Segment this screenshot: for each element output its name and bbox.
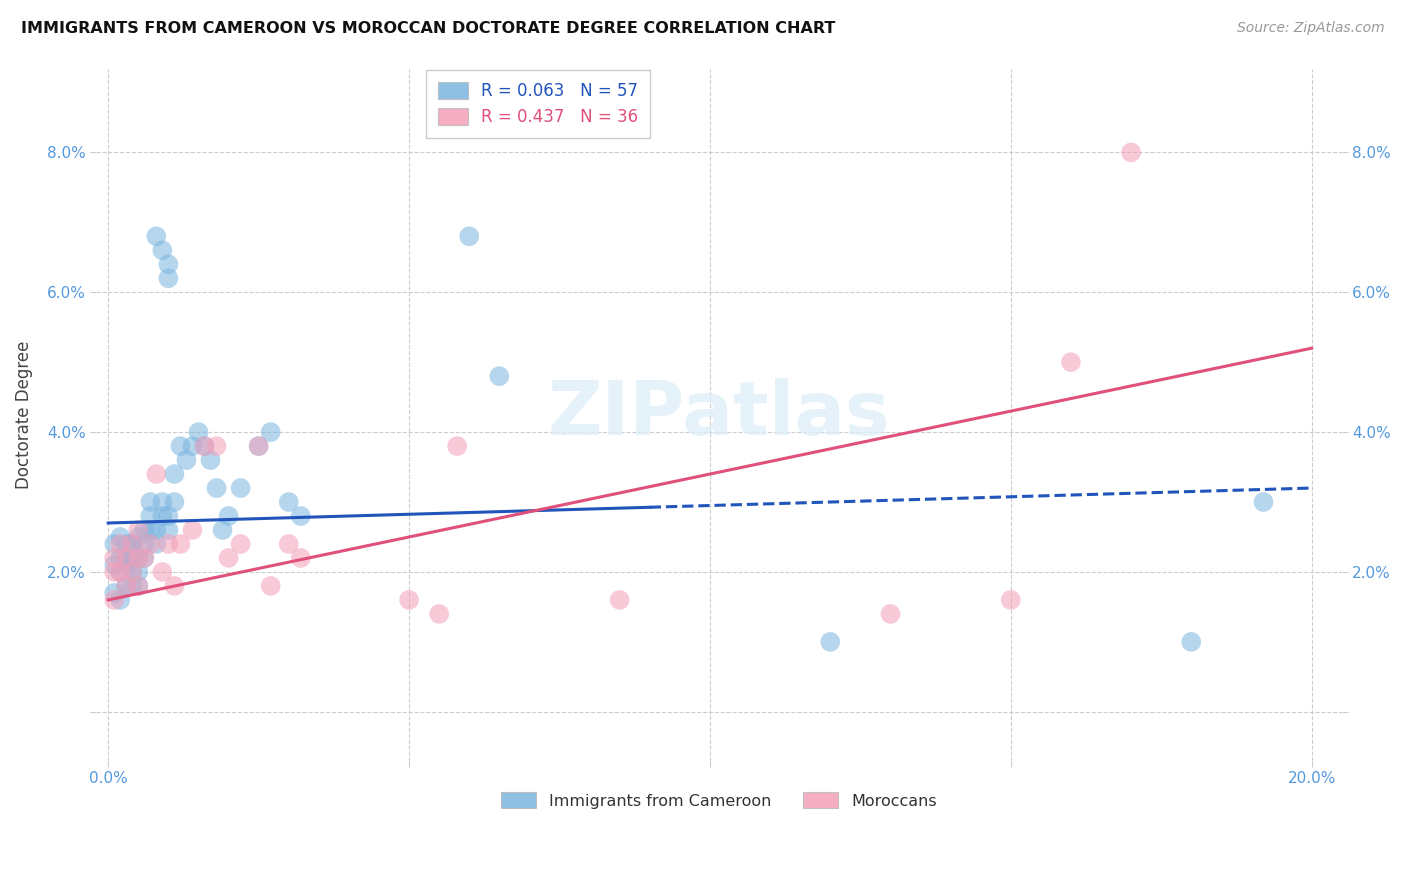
Point: [127, 565, 149, 579]
Point: [157, 537, 180, 551]
Point: [229, 481, 252, 495]
Point: [127, 551, 149, 566]
Point: [121, 565, 143, 579]
Point: [145, 523, 167, 537]
Point: [139, 508, 162, 523]
Point: [193, 439, 215, 453]
Point: [1060, 355, 1083, 369]
Point: [145, 537, 167, 551]
Point: [121, 537, 143, 551]
Point: [139, 537, 162, 551]
Point: [110, 565, 132, 579]
Point: [218, 508, 240, 523]
Point: [157, 523, 180, 537]
Point: [115, 579, 138, 593]
Point: [181, 439, 204, 453]
Point: [169, 537, 191, 551]
Point: [110, 593, 132, 607]
Point: [157, 508, 180, 523]
Point: [139, 523, 162, 537]
Point: [145, 467, 167, 481]
Point: [150, 244, 173, 258]
Legend: Immigrants from Cameroon, Moroccans: Immigrants from Cameroon, Moroccans: [495, 786, 943, 815]
Point: [103, 558, 125, 572]
Point: [115, 551, 138, 566]
Text: ZIPatlas: ZIPatlas: [547, 378, 890, 451]
Point: [134, 551, 156, 566]
Point: [150, 565, 173, 579]
Point: [121, 565, 143, 579]
Point: [103, 593, 125, 607]
Point: [205, 439, 228, 453]
Point: [1000, 593, 1022, 607]
Point: [127, 551, 149, 566]
Point: [488, 369, 510, 384]
Point: [127, 523, 149, 537]
Point: [169, 439, 191, 453]
Text: IMMIGRANTS FROM CAMEROON VS MOROCCAN DOCTORATE DEGREE CORRELATION CHART: IMMIGRANTS FROM CAMEROON VS MOROCCAN DOC…: [21, 21, 835, 36]
Point: [103, 565, 125, 579]
Point: [1119, 145, 1142, 160]
Point: [134, 537, 156, 551]
Point: [1180, 635, 1202, 649]
Point: [211, 523, 233, 537]
Point: [110, 537, 132, 551]
Point: [150, 495, 173, 509]
Point: [134, 551, 156, 566]
Point: [110, 565, 132, 579]
Point: [205, 481, 228, 495]
Point: [290, 508, 312, 523]
Point: [110, 530, 132, 544]
Point: [115, 579, 138, 593]
Point: [446, 439, 468, 453]
Point: [163, 495, 186, 509]
Point: [127, 579, 149, 593]
Point: [103, 551, 125, 566]
Point: [103, 537, 125, 551]
Point: [290, 551, 312, 566]
Y-axis label: Doctorate Degree: Doctorate Degree: [15, 341, 32, 489]
Point: [879, 607, 901, 621]
Point: [163, 467, 186, 481]
Point: [229, 537, 252, 551]
Point: [127, 579, 149, 593]
Point: [121, 579, 143, 593]
Point: [110, 551, 132, 566]
Point: [145, 229, 167, 244]
Point: [181, 523, 204, 537]
Point: [157, 257, 180, 271]
Point: [260, 579, 283, 593]
Point: [200, 453, 222, 467]
Text: Source: ZipAtlas.com: Source: ZipAtlas.com: [1237, 21, 1385, 35]
Point: [820, 635, 842, 649]
Point: [218, 551, 240, 566]
Point: [1253, 495, 1275, 509]
Point: [187, 425, 209, 439]
Point: [127, 530, 149, 544]
Point: [157, 271, 180, 285]
Point: [247, 439, 270, 453]
Point: [115, 551, 138, 566]
Point: [260, 425, 283, 439]
Point: [121, 537, 143, 551]
Point: [458, 229, 481, 244]
Point: [277, 495, 299, 509]
Point: [193, 439, 215, 453]
Point: [134, 523, 156, 537]
Point: [121, 551, 143, 566]
Point: [115, 537, 138, 551]
Point: [150, 508, 173, 523]
Point: [398, 593, 420, 607]
Point: [247, 439, 270, 453]
Point: [103, 586, 125, 600]
Point: [115, 558, 138, 572]
Point: [121, 537, 143, 551]
Point: [139, 495, 162, 509]
Point: [176, 453, 198, 467]
Point: [163, 579, 186, 593]
Point: [277, 537, 299, 551]
Point: [609, 593, 631, 607]
Point: [427, 607, 450, 621]
